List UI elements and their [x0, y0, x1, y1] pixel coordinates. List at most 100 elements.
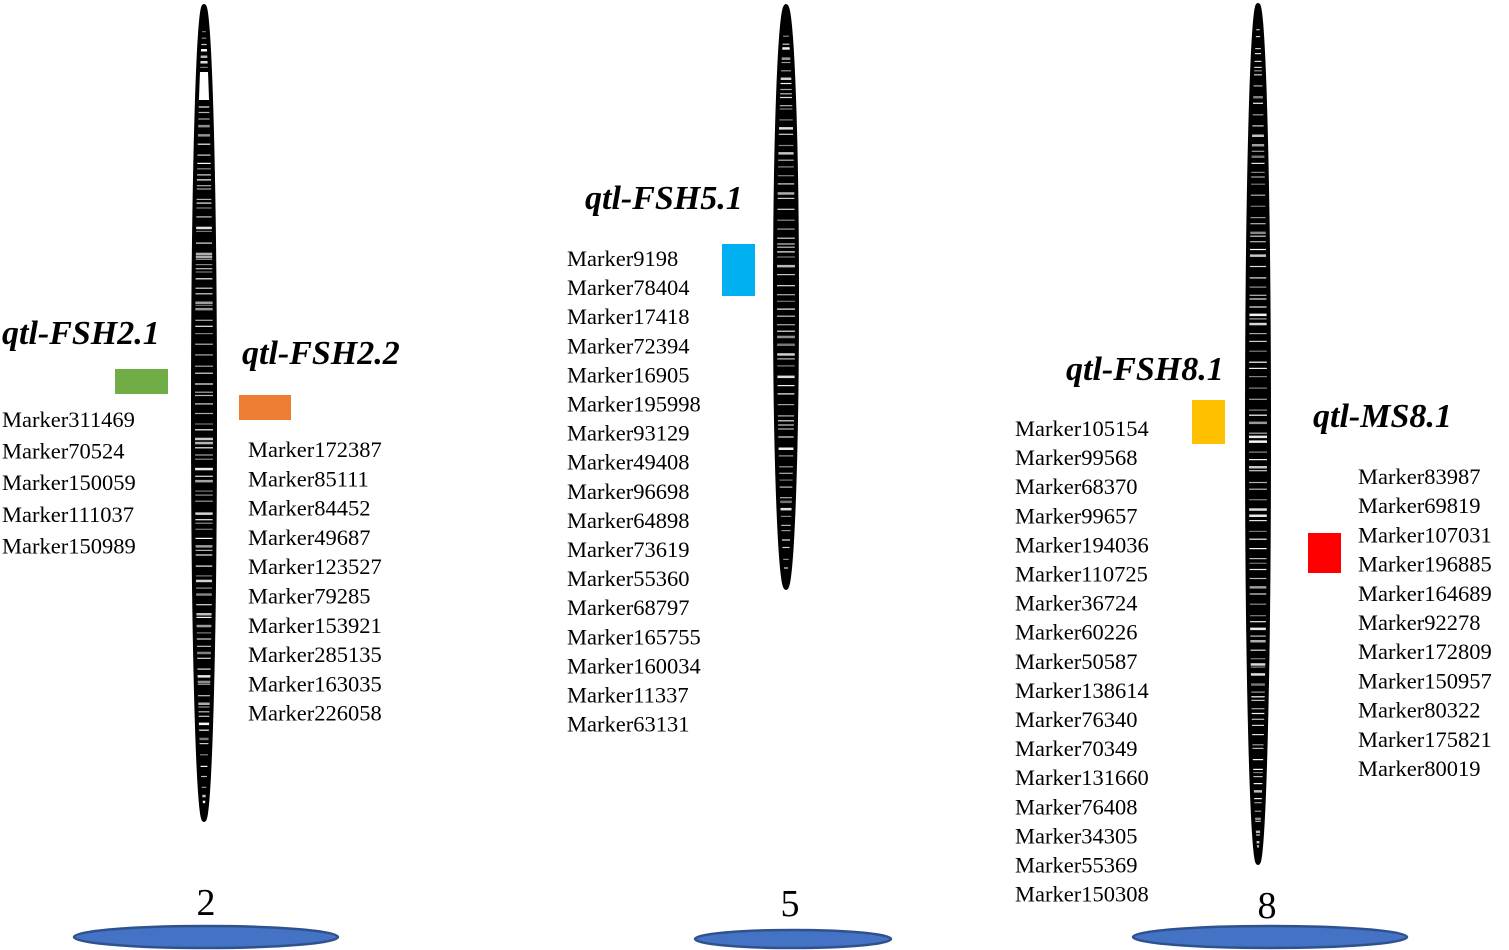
chromosome-band [193, 458, 215, 460]
chromosome-band [1247, 322, 1269, 326]
marker-label: Marker55369 [1015, 853, 1137, 878]
chromosome-band [193, 437, 215, 441]
chromosome-band [1247, 724, 1269, 726]
marker-label: Marker16905 [567, 362, 689, 387]
chromosome-band [193, 651, 215, 655]
chromosome-band [775, 404, 797, 406]
chromosome-band [1247, 615, 1269, 617]
marker-label: Marker150989 [2, 533, 136, 558]
chromosome-band [1247, 768, 1269, 770]
chromosome-band [1247, 514, 1269, 517]
chromosome-band [193, 675, 215, 678]
chromosome-band [1247, 663, 1269, 666]
chromosome-band [1247, 759, 1269, 761]
chromosome-band [775, 208, 797, 210]
qtl-label-fsh2-1: qtl-FSH2.1 [2, 315, 160, 352]
marker-label: Marker160034 [567, 653, 701, 678]
marker-label: Marker172387 [248, 437, 382, 462]
chromosome-band [775, 455, 797, 457]
chromosome-band [1247, 29, 1269, 31]
chromosome-band [1247, 699, 1269, 701]
chromosome-band [775, 358, 797, 360]
chromosome-band [193, 365, 215, 367]
chromosome-band [1247, 802, 1269, 804]
chromosome-band [193, 447, 215, 449]
chromosome-band [1247, 499, 1269, 501]
marker-label: Marker153921 [248, 613, 382, 638]
qtl-region-fsh8-1 [1192, 400, 1225, 444]
chromosome-band [193, 403, 215, 405]
marker-label: Marker68370 [1015, 474, 1137, 499]
marker-label: Marker80019 [1358, 756, 1480, 781]
chromosome-band [1247, 744, 1269, 746]
chromosome-band [1247, 241, 1269, 243]
chromosome-5-number: 5 [781, 883, 800, 925]
chromosome-band [1247, 683, 1269, 686]
marker-label: Marker99568 [1015, 445, 1137, 470]
chromosome-band [1247, 747, 1269, 749]
qtl-region-fsh5-1 [722, 244, 755, 296]
marker-label: Marker76408 [1015, 794, 1137, 819]
chromosome-band [193, 94, 215, 97]
chromosome-band [193, 593, 215, 596]
chromosome-band [1247, 114, 1269, 116]
chromosome-band [193, 252, 215, 256]
chromosome-band [1247, 340, 1269, 342]
marker-label: Marker9198 [567, 246, 678, 271]
chromosome-band [1247, 313, 1269, 317]
marker-label: Marker92278 [1358, 610, 1480, 635]
chromosome-band [775, 96, 797, 99]
chromosome-band [775, 264, 797, 268]
chromosome-band [193, 106, 215, 108]
chromosome-band [775, 88, 797, 91]
chromosome-band [1247, 102, 1269, 104]
chromosome-band [193, 185, 215, 187]
chromosome-band [193, 454, 215, 456]
chromosome-band [193, 743, 215, 745]
marker-label: Marker150059 [2, 470, 136, 495]
chromosome-band [1247, 817, 1269, 821]
chromosome-band [1247, 520, 1269, 522]
marker-label: Marker78404 [567, 275, 689, 300]
chromosome-band [193, 202, 215, 204]
chromosome-band [775, 43, 797, 45]
chromosome-band [1247, 254, 1269, 257]
chromosome-band [1247, 162, 1269, 164]
chromosome-band [193, 143, 215, 145]
chromosome-band [193, 293, 215, 295]
marker-list-fsh8-1: Marker105154 Marker99568 Marker68370 Marker… [1015, 416, 1149, 907]
chromosome-band [1247, 790, 1269, 793]
chromosome-band [193, 715, 215, 717]
chromosome-band [1247, 144, 1269, 147]
marker-label: Marker79285 [248, 584, 370, 609]
chromosome-band [1247, 298, 1269, 300]
chromosome-band [775, 77, 797, 80]
chromosome-band [193, 668, 215, 670]
chromosome-5-outline [773, 4, 799, 590]
chromosome-band [1247, 635, 1269, 637]
chromosome-band [775, 497, 797, 499]
chromosome-band [193, 624, 215, 628]
chromosome-band [193, 188, 215, 190]
marker-label: Marker55360 [567, 566, 689, 591]
marker-label: Marker68797 [567, 595, 689, 620]
marker-label: Marker96698 [567, 479, 689, 504]
marker-list-fsh2-2: Marker172387 Marker85111 Marker84452 Marker… [248, 437, 382, 726]
chromosome-5-bands [775, 35, 797, 569]
chromosome-band [1247, 60, 1269, 62]
chromosome-band [193, 198, 215, 200]
chromosome-band [193, 77, 215, 81]
chromosome-band [193, 683, 215, 685]
chromosome-band [193, 800, 215, 804]
chromosome-band [1247, 649, 1269, 651]
marker-label: Marker138614 [1015, 678, 1149, 703]
marker-label: Marker163035 [248, 671, 382, 696]
chromosome-band [1247, 223, 1269, 225]
chromosome-band [1247, 398, 1269, 400]
qtl-region-fsh2-1 [115, 369, 168, 394]
chromosome-band [775, 82, 797, 85]
chromosome-band [1247, 85, 1269, 87]
chromosome-band [1247, 783, 1269, 785]
chromosome-band [193, 207, 215, 209]
chromosome-band [193, 467, 215, 471]
